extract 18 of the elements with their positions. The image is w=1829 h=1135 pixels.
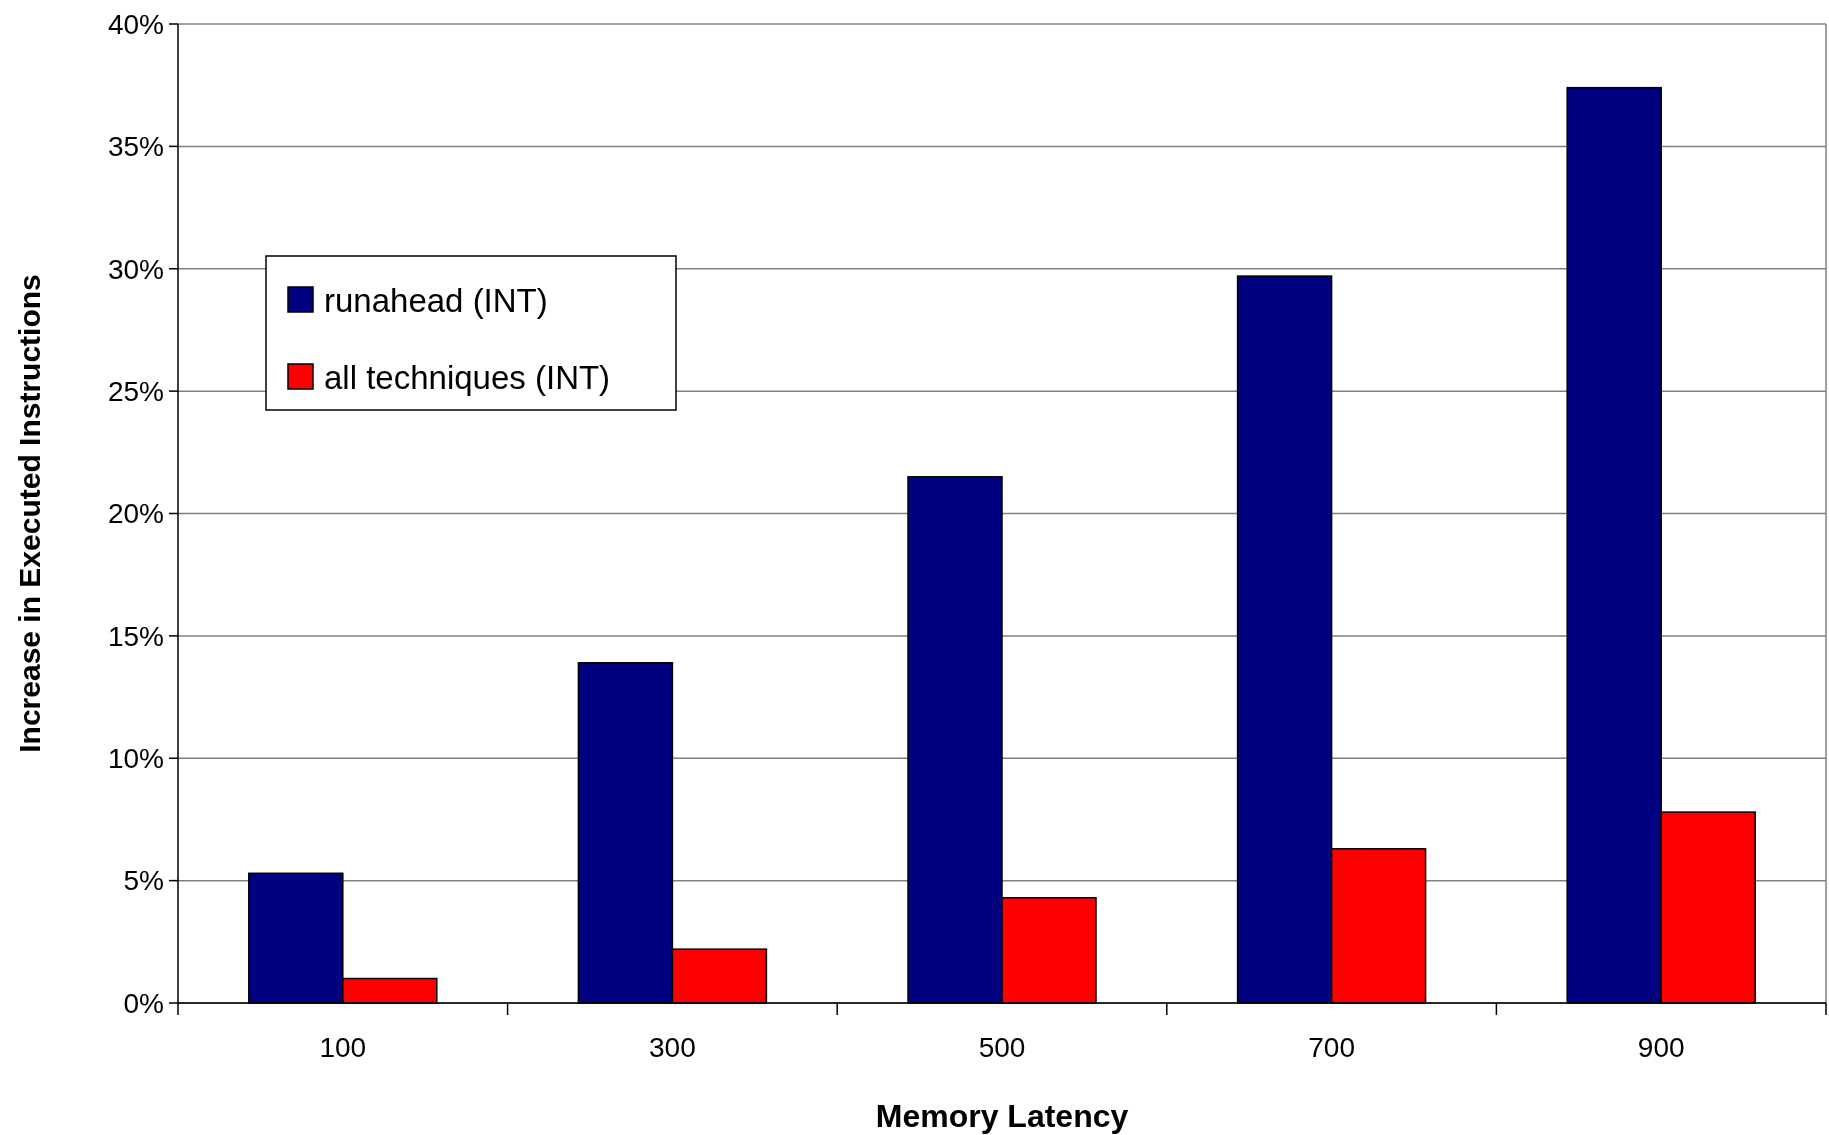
x-tick-label: 300: [649, 1032, 696, 1063]
x-axis-title: Memory Latency: [875, 1098, 1129, 1134]
legend-label: runahead (INT): [324, 281, 548, 319]
y-tick-label: 0%: [123, 987, 164, 1019]
x-tick-label: 700: [1308, 1032, 1355, 1063]
y-tick-label: 5%: [123, 865, 164, 897]
y-tick-label: 20%: [107, 498, 164, 530]
x-tick-label: 900: [1637, 1032, 1685, 1063]
y-tick-label: 40%: [107, 8, 164, 40]
y-tick-label: 30%: [107, 253, 164, 285]
y-axis-title: Increase in Executed Instructions: [13, 274, 46, 753]
legend-label: all techniques (INT): [324, 358, 611, 396]
x-tick-label: 100: [319, 1032, 367, 1063]
y-tick-label: 25%: [107, 375, 164, 407]
y-tick-label: 10%: [107, 743, 164, 775]
y-tick-label: 15%: [107, 620, 164, 652]
x-tick-label: 500: [978, 1032, 1026, 1063]
y-tick-label: 35%: [107, 131, 164, 163]
